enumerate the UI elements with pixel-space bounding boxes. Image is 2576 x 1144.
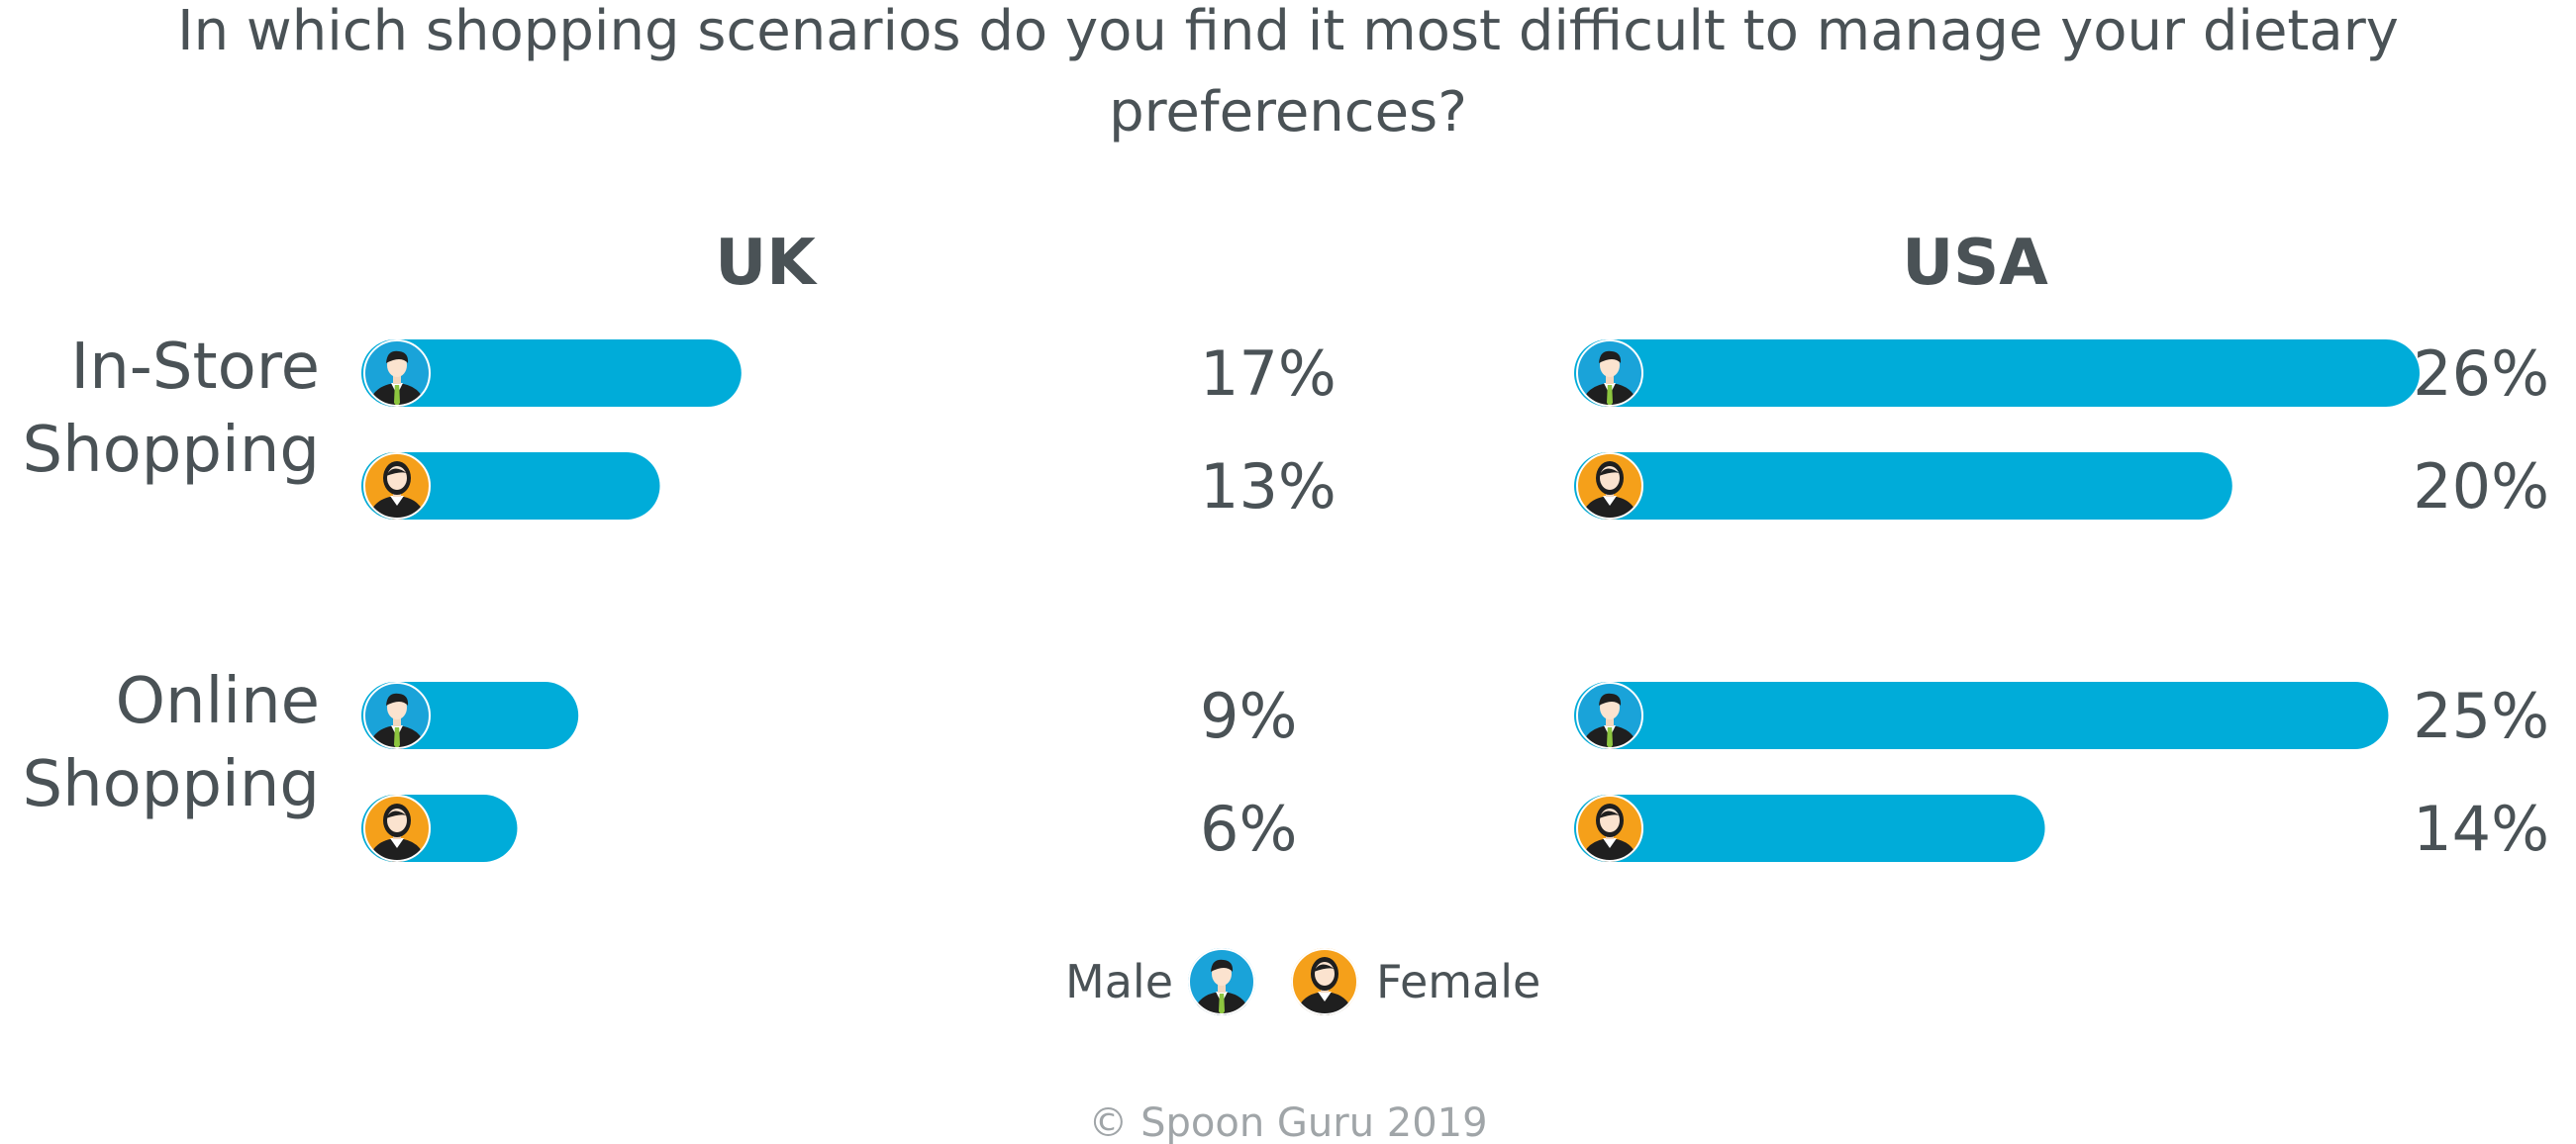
legend-label-male: Male	[1065, 955, 1173, 1008]
category-label-line: Shopping	[22, 414, 320, 487]
value-label: 9%	[1200, 680, 1297, 752]
value-label: 25%	[2413, 680, 2549, 752]
panel-header-uk: UK	[715, 227, 818, 300]
bar	[1574, 452, 2232, 520]
chart-title: In which shopping scenarios do you find …	[177, 0, 2399, 144]
value-label: 6%	[1200, 793, 1297, 865]
value-label: 13%	[1200, 450, 1337, 523]
legend-label-female: Female	[1376, 955, 1540, 1008]
bar	[361, 339, 742, 407]
title-line: preferences?	[1109, 80, 1467, 144]
female-avatar-icon	[363, 795, 431, 862]
female-avatar-icon	[1291, 948, 1358, 1015]
value-label: 17%	[1200, 337, 1337, 410]
category-label: In-Store Shopping	[22, 331, 320, 487]
legend: Male Female	[1065, 948, 1540, 1015]
male-avatar-icon	[1576, 682, 1643, 749]
footer-copyright: © Spoon Guru 2019	[1088, 1100, 1487, 1144]
category-label-line: In-Store	[70, 331, 320, 404]
bar	[361, 452, 660, 520]
bar	[1574, 795, 2045, 862]
value-label: 20%	[2413, 450, 2549, 523]
panel-uk: 17% 13% 9% 6%	[361, 337, 1337, 865]
value-label: 26%	[2413, 337, 2549, 410]
male-avatar-icon	[1188, 948, 1255, 1015]
female-avatar-icon	[363, 452, 431, 520]
bar	[1574, 339, 2420, 407]
panel-header-usa: USA	[1902, 227, 2048, 300]
bar	[1574, 682, 2389, 749]
value-label: 14%	[2413, 793, 2549, 865]
category-label: Online Shopping	[22, 665, 320, 821]
title-line: In which shopping scenarios do you find …	[177, 0, 2399, 63]
category-label-line: Shopping	[22, 748, 320, 821]
panel-usa: 26% 20% 25% 14%	[1574, 337, 2549, 865]
category-label-line: Online	[116, 665, 320, 738]
